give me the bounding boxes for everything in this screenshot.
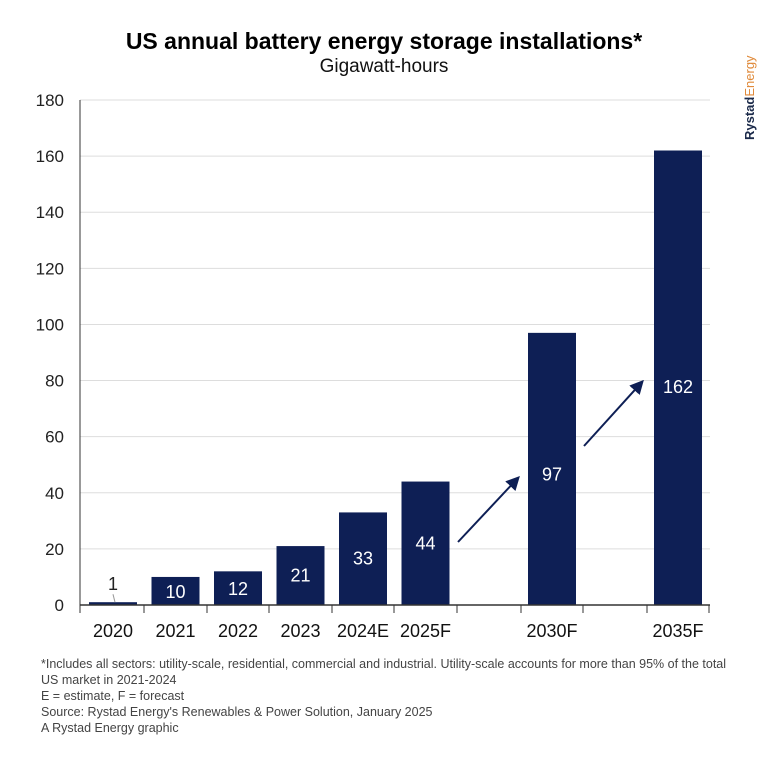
bar-value-label: 21 bbox=[290, 566, 310, 586]
gridlines bbox=[80, 99, 710, 550]
x-tick-label: 2022 bbox=[218, 621, 258, 641]
footnote-source: Source: Rystad Energy's Renewables & Pow… bbox=[41, 705, 433, 719]
trend-arrow-2 bbox=[583, 379, 644, 447]
y-tick-label: 40 bbox=[45, 484, 64, 503]
bar-value-label: 162 bbox=[663, 377, 693, 397]
x-axis: 2020 2021 2022 2023 2024E 2025F 2030F 2035F bbox=[79, 604, 710, 641]
bar-2024E bbox=[339, 512, 387, 605]
bar-value-label: 33 bbox=[353, 549, 373, 569]
y-tick-label: 60 bbox=[45, 428, 64, 447]
chart-subtitle: Gigawatt-hours bbox=[319, 56, 449, 77]
bar-2025F bbox=[401, 481, 450, 605]
y-tick-label: 180 bbox=[36, 91, 64, 110]
chart-title: US annual battery energy storage install… bbox=[125, 28, 643, 54]
y-tick-label: 100 bbox=[36, 315, 64, 334]
bar-value-label: 10 bbox=[165, 582, 185, 602]
y-axis-ticks: 0 20 40 60 80 100 120 140 160 180 bbox=[36, 91, 81, 615]
bar-value-label: 12 bbox=[228, 579, 248, 599]
bar-2020 bbox=[89, 602, 137, 605]
x-tick-label: 2020 bbox=[93, 621, 133, 641]
bar-2022 bbox=[214, 571, 262, 605]
label-leader-line bbox=[112, 594, 116, 603]
bar-2023 bbox=[276, 546, 325, 605]
bar-chart: 0 20 40 60 80 100 120 140 160 180 1 10 12 21 33 44 97 16… bbox=[36, 91, 710, 641]
x-tick-label: 2035F bbox=[652, 621, 703, 641]
y-tick-label: 160 bbox=[36, 147, 64, 166]
x-tick-label: 2021 bbox=[155, 621, 195, 641]
bar-value-label: 97 bbox=[542, 464, 562, 484]
bar-value-label: 44 bbox=[415, 533, 435, 553]
bar-2030F bbox=[528, 332, 576, 605]
bar-2021 bbox=[151, 576, 200, 605]
x-tick-label: 2023 bbox=[280, 621, 320, 641]
y-tick-label: 0 bbox=[55, 596, 64, 615]
x-tick-label: 2024E bbox=[337, 621, 389, 641]
bar-2035F bbox=[654, 150, 702, 605]
footnotes: *Includes all sectors: utility-scale, re… bbox=[41, 656, 741, 736]
bars: 1 10 12 21 33 44 97 162 bbox=[89, 150, 702, 605]
y-tick-label: 20 bbox=[45, 540, 64, 559]
footnote-legend: E = estimate, F = forecast bbox=[41, 689, 185, 703]
y-tick-label: 140 bbox=[36, 203, 64, 222]
trend-arrow-1 bbox=[457, 475, 520, 543]
x-tick-label: 2025F bbox=[400, 621, 451, 641]
y-tick-label: 120 bbox=[36, 259, 64, 278]
x-tick-label: 2030F bbox=[526, 621, 577, 641]
bar-value-label: 1 bbox=[108, 574, 118, 594]
trend-arrows bbox=[457, 379, 644, 543]
footnote-sectors: *Includes all sectors: utility-scale, re… bbox=[41, 657, 727, 687]
footnote-credit: A Rystad Energy graphic bbox=[41, 721, 179, 735]
y-tick-label: 80 bbox=[45, 372, 64, 391]
